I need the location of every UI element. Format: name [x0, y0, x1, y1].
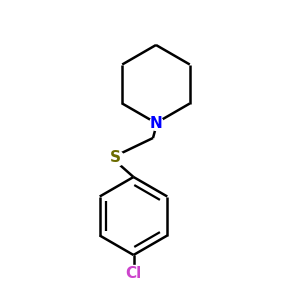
Text: Cl: Cl [125, 266, 142, 281]
Text: S: S [110, 150, 121, 165]
Text: N: N [150, 116, 162, 130]
